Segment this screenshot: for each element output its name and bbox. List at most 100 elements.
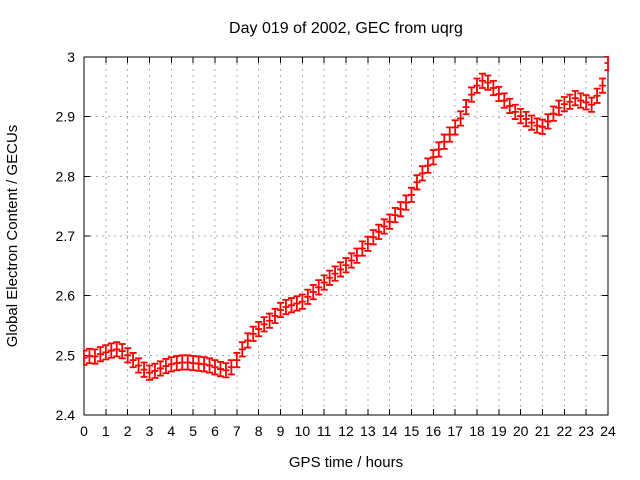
x-tick-label: 0 [80, 423, 88, 439]
y-tick-label: 2.9 [56, 109, 76, 125]
x-tick-label: 8 [255, 423, 263, 439]
x-tick-label: 2 [124, 423, 132, 439]
error-bar [146, 364, 153, 381]
error-bar [484, 74, 492, 91]
error-bar [402, 194, 410, 211]
error-bar [533, 117, 541, 134]
x-tick-label: 13 [360, 423, 376, 439]
error-bar [528, 114, 536, 131]
error-bar [195, 355, 203, 372]
y-tick-label: 2.6 [56, 288, 76, 304]
error-bar [593, 87, 601, 104]
x-tick-label: 3 [146, 423, 154, 439]
error-bar [260, 316, 268, 333]
x-tick-label: 22 [557, 423, 573, 439]
x-tick-label: 15 [404, 423, 420, 439]
error-bar [140, 361, 148, 378]
error-bar [424, 157, 432, 174]
error-bar [293, 295, 301, 312]
error-bar [478, 72, 486, 89]
error-bar [489, 79, 497, 97]
error-bar [408, 186, 415, 203]
error-bar [386, 213, 394, 230]
error-bar [577, 92, 585, 109]
x-tick-label: 16 [426, 423, 442, 439]
error-bar [566, 93, 574, 110]
error-bar [216, 360, 224, 378]
error-bar [347, 252, 355, 269]
error-bar [418, 165, 426, 182]
error-bar [249, 325, 257, 342]
error-bar [83, 349, 88, 366]
error-bar [282, 298, 290, 316]
error-bar [102, 344, 110, 361]
tick-labels: 0 1 2 3 4 5 6 7 8 9 10 11 12 13 14 15 16 17 18 19 20 21 22 23 24… [56, 49, 616, 439]
error-bar [560, 96, 568, 113]
error-bar [178, 354, 186, 371]
x-tick-label: 10 [295, 423, 311, 439]
error-bar [184, 354, 192, 371]
error-bar [315, 279, 323, 296]
x-tick-label: 19 [491, 423, 507, 439]
error-bar [118, 343, 126, 360]
x-tick-label: 12 [338, 423, 354, 439]
error-bar [468, 86, 476, 103]
error-bar [151, 362, 159, 379]
error-bar [353, 247, 361, 264]
error-bar [571, 90, 579, 107]
error-bar [244, 332, 252, 349]
error-bar [107, 342, 115, 359]
x-axis-label: GPS time / hours [289, 454, 403, 471]
error-bar [397, 201, 405, 218]
error-bar [517, 108, 525, 125]
error-bar [135, 357, 143, 374]
error-bar [380, 218, 388, 235]
error-bar [342, 257, 350, 274]
error-bar [604, 56, 609, 72]
error-bar [227, 359, 235, 376]
error-bar [277, 301, 284, 319]
error-bar [544, 113, 552, 130]
error-bar [549, 105, 557, 122]
error-bar [238, 341, 246, 358]
error-bar [451, 119, 459, 136]
error-bar [588, 96, 596, 113]
error-bar [173, 355, 181, 372]
error-bar [255, 321, 263, 338]
y-tick-label: 3 [67, 49, 75, 65]
axis-ticks [83, 56, 609, 416]
error-bar [167, 356, 175, 373]
x-tick-label: 1 [102, 423, 110, 439]
error-bar [337, 261, 345, 278]
error-bar [222, 362, 230, 379]
error-bar [539, 118, 546, 135]
x-tick-label: 7 [233, 423, 241, 439]
error-bar [113, 341, 121, 358]
y-tick-label: 2.7 [56, 228, 76, 244]
error-bar [462, 99, 470, 116]
x-tick-label: 5 [189, 423, 197, 439]
y-tick-label: 2.4 [56, 407, 76, 423]
error-bar [522, 110, 530, 128]
x-tick-label: 17 [447, 423, 463, 439]
error-bar [391, 207, 399, 224]
error-bar [156, 360, 164, 377]
error-bar [326, 269, 334, 286]
error-bar [206, 357, 214, 374]
error-bar [162, 358, 170, 375]
error-bar [320, 274, 328, 291]
x-tick-label: 6 [211, 423, 219, 439]
x-tick-label: 23 [578, 423, 594, 439]
error-bar [200, 356, 208, 373]
error-bar [599, 77, 607, 94]
error-bar [457, 110, 465, 127]
error-bar [440, 133, 448, 150]
x-tick-label: 4 [167, 423, 175, 439]
x-tick-label: 24 [600, 423, 616, 439]
error-bar [124, 347, 132, 364]
error-bar [189, 355, 197, 372]
error-bar [358, 240, 366, 257]
y-tick-label: 2.5 [56, 347, 76, 363]
error-bar [369, 229, 377, 246]
